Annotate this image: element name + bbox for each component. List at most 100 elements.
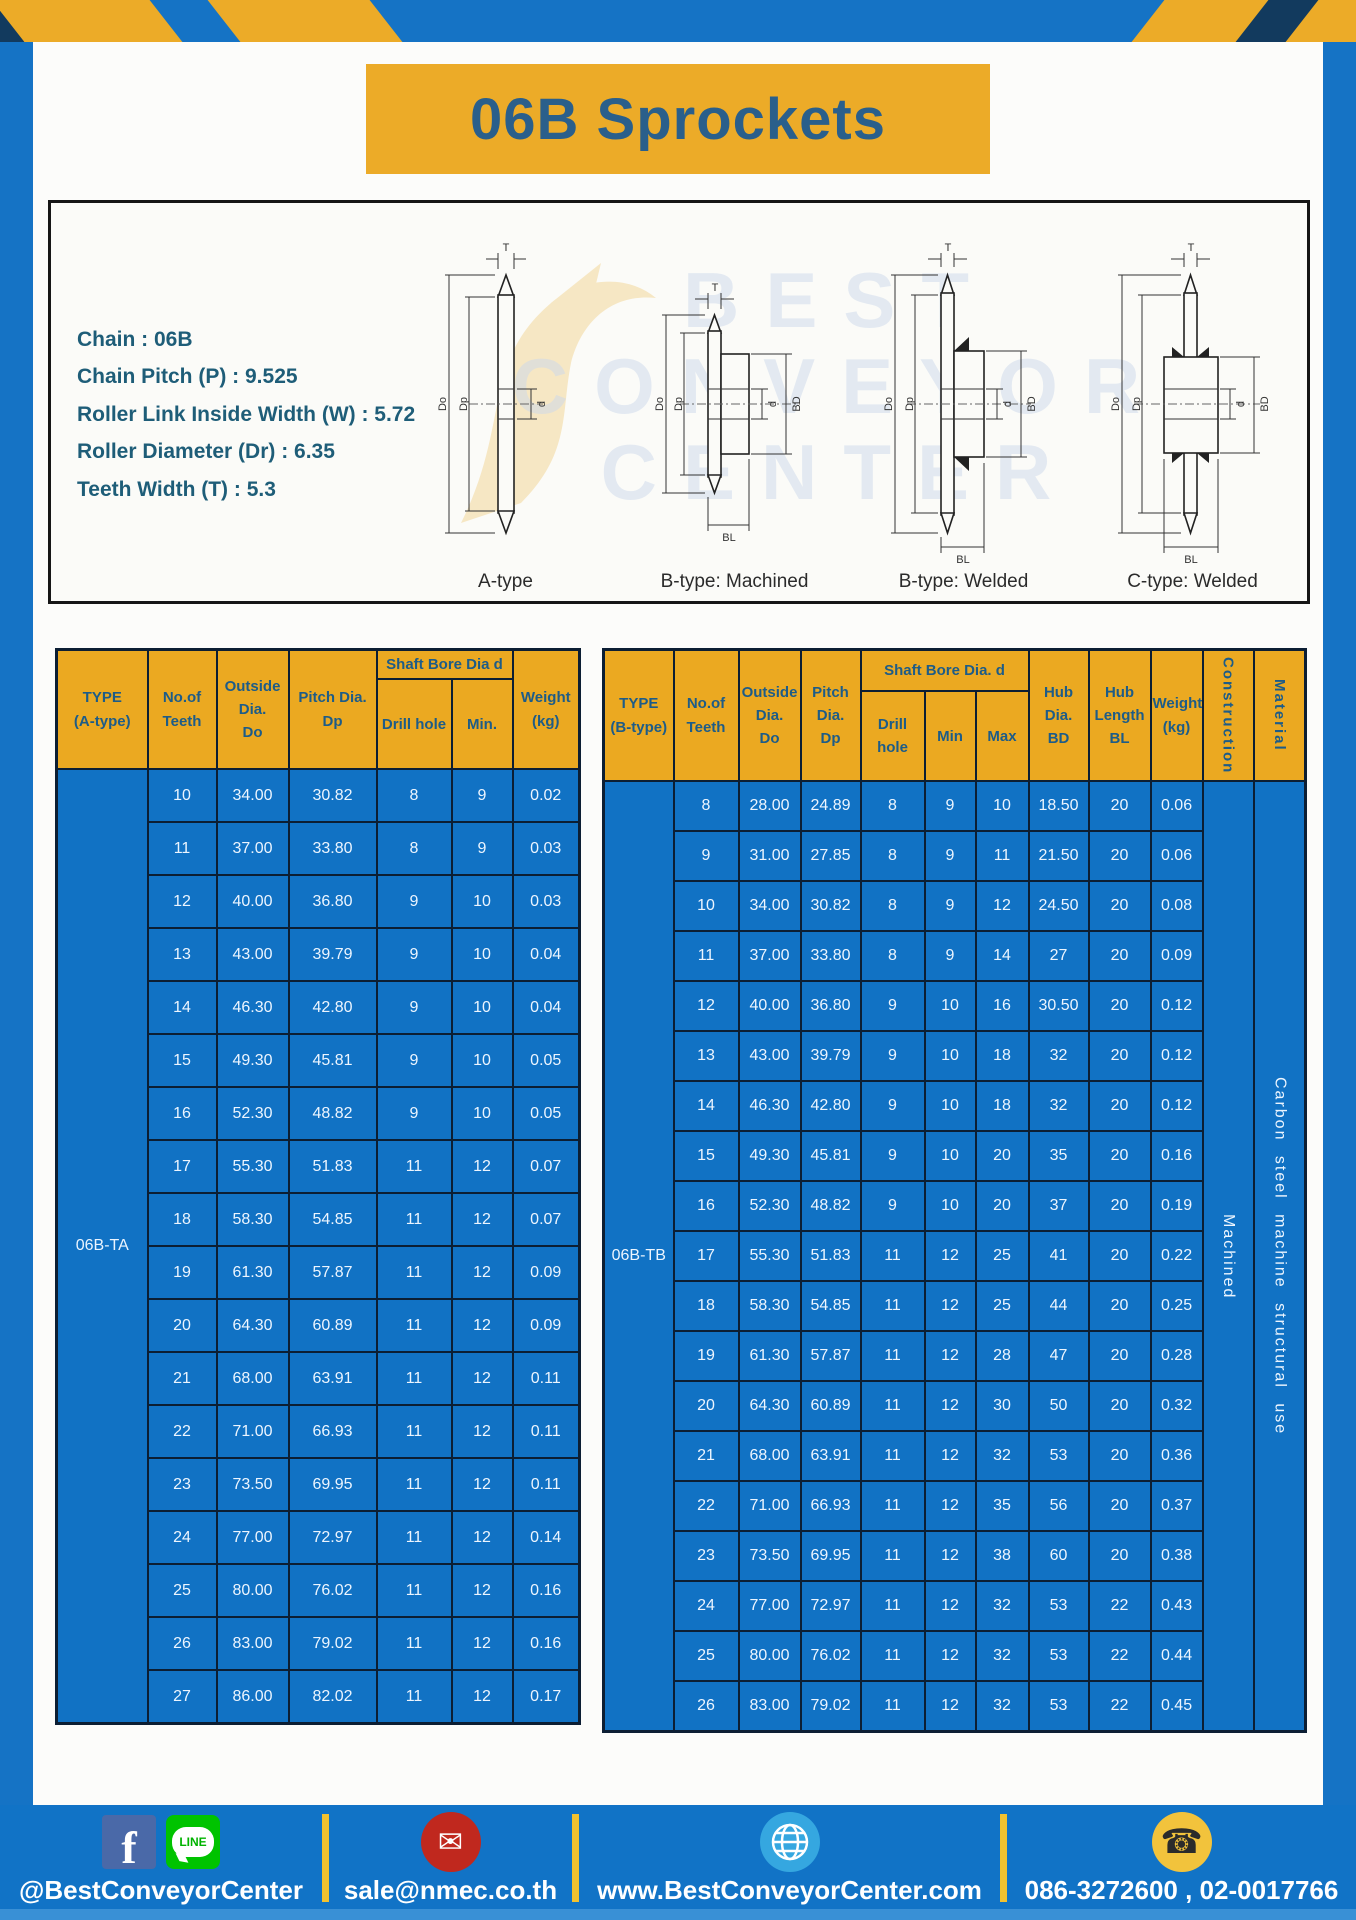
email-address[interactable]: sale@nmec.co.th [343, 1875, 558, 1905]
table-row: 23 73.50 69.95 11 12 38 60 20 0.38 [604, 1530, 1306, 1583]
table-cell: 0.19 [1149, 1180, 1204, 1233]
phone-icon[interactable]: ☎ [1151, 1812, 1212, 1872]
table-cell: 36.80 [287, 874, 378, 930]
footer-website-section[interactable]: www.BestConveyorCenter.com [579, 1805, 1000, 1920]
table-cell: 20 [1087, 1130, 1152, 1183]
table-cell: 0.11 [511, 1457, 581, 1513]
table-row: 20 64.30 60.89 11 12 0.09 [57, 1298, 581, 1354]
table-cell: 0.36 [1149, 1430, 1204, 1483]
table-cell: 18 [672, 1280, 740, 1333]
table-row: 21 68.00 63.91 11 12 32 53 20 0.36 [604, 1430, 1306, 1483]
table-cell: 23 [146, 1457, 218, 1513]
table-cell: 22 [1087, 1680, 1152, 1733]
table-cell: 26 [146, 1616, 218, 1672]
table-cell: 22 [1087, 1580, 1152, 1633]
email-icon[interactable]: ✉ [420, 1812, 481, 1872]
table-row: 13 43.00 39.79 9 10 18 32 20 0.12 [604, 1030, 1306, 1083]
table-cell: 73.50 [215, 1457, 290, 1513]
svg-text:T: T [502, 242, 509, 254]
table-cell: 10 [923, 1130, 977, 1183]
table-cell: 30.82 [799, 880, 862, 933]
col-header-weight: Weight (kg) [1149, 648, 1204, 783]
table-cell: 0.07 [511, 1192, 581, 1248]
b-type-spec-table: TYPE (B-type) No.of Teeth Outside Dia. D… [602, 648, 1308, 1734]
svg-text:Dp: Dp [458, 397, 470, 411]
col-header-outside-dia: Outside Dia. Do [737, 648, 802, 783]
table-cell: 20 [1087, 830, 1152, 883]
spec-line: Chain : 06B [77, 328, 193, 351]
table-cell: 20 [1087, 1330, 1152, 1383]
table-cell: 63.91 [799, 1430, 862, 1483]
table-cell: 10 [672, 880, 740, 933]
table-cell: 11 [859, 1480, 926, 1533]
table-cell: 46.30 [737, 1080, 802, 1133]
table-cell: 21.50 [1027, 830, 1090, 883]
phone-numbers[interactable]: 086-3272600 , 02-0017766 [1024, 1875, 1339, 1905]
col-header-material: Material [1252, 648, 1307, 783]
col-header-type: TYPE (B-type) [602, 648, 675, 783]
table-cell: 25 [146, 1563, 218, 1619]
table-cell: 0.11 [511, 1351, 581, 1407]
table-cell: 16 [146, 1086, 218, 1142]
table-cell: 11 [859, 1580, 926, 1633]
table-cell: 32 [974, 1680, 1030, 1733]
col-header-min: Min [923, 690, 977, 783]
col-header-shaft-bore-group: Shaft Bore Dia. d [859, 648, 1030, 693]
table-cell: 46.30 [215, 980, 290, 1036]
table-cell: 0.28 [1149, 1330, 1204, 1383]
table-cell: 12 [974, 880, 1030, 933]
svg-text:Dp: Dp [673, 397, 685, 411]
table-row: 23 73.50 69.95 11 12 0.11 [57, 1457, 581, 1513]
table-cell: 11 [859, 1430, 926, 1483]
title-banner: 06B Sprockets [366, 64, 990, 174]
table-cell: 20 [974, 1180, 1030, 1233]
table-cell: 8 [859, 830, 926, 883]
website-url[interactable]: www.BestConveyorCenter.com [597, 1875, 982, 1905]
watermark-line: BEST [682, 256, 996, 345]
table-cell: 39.79 [287, 927, 378, 983]
table-cell: 12 [923, 1580, 977, 1633]
table-cell: 11 [375, 1351, 453, 1407]
table-cell: 60.89 [287, 1298, 378, 1354]
footer-phone-section[interactable]: ☎ 086-3272600 , 02-0017766 [1007, 1805, 1356, 1920]
table-cell: 53 [1027, 1580, 1090, 1633]
b-type-table-header: TYPE (B-type) No.of Teeth Outside Dia. D… [602, 648, 1307, 783]
table-cell: 30.50 [1027, 980, 1090, 1033]
figure-b-type-machined: T Do Dp [620, 203, 849, 601]
table-row: 15 49.30 45.81 9 10 20 35 20 0.16 [604, 1130, 1306, 1183]
table-cell: 24.89 [799, 780, 862, 833]
line-icon[interactable]: LINE [166, 1815, 220, 1869]
table-cell: 9 [672, 830, 740, 883]
table-cell: 20 [1087, 1180, 1152, 1233]
social-handle[interactable]: @BestConveyorCenter [19, 1875, 303, 1905]
table-cell: 9 [859, 1180, 926, 1233]
table-cell: 48.82 [799, 1180, 862, 1233]
table-cell: 20 [1087, 780, 1152, 833]
table-cell: 61.30 [215, 1245, 290, 1301]
table-cell: 11 [375, 1404, 453, 1460]
table-cell: 12 [450, 1298, 514, 1354]
table-cell: 64.30 [215, 1298, 290, 1354]
table-cell: 11 [375, 1298, 453, 1354]
footer-email-section[interactable]: ✉ sale@nmec.co.th [329, 1805, 572, 1920]
table-row: 15 49.30 45.81 9 10 0.05 [57, 1033, 581, 1089]
construction-value: Machined [1201, 780, 1255, 1733]
table-row: 27 86.00 82.02 11 12 0.17 [57, 1669, 581, 1725]
table-row: 16 52.30 48.82 9 10 0.05 [57, 1086, 581, 1142]
table-row: 12 40.00 36.80 9 10 0.03 [57, 874, 581, 930]
facebook-icon[interactable]: f [102, 1815, 156, 1869]
table-cell: 76.02 [799, 1630, 862, 1683]
table-cell: 11 [375, 1245, 453, 1301]
table-cell: 22 [146, 1404, 218, 1460]
table-cell: 54.85 [287, 1192, 378, 1248]
table-row: 11 37.00 33.80 8 9 14 27 20 0.09 [604, 930, 1306, 983]
col-header-teeth: No.of Teeth [146, 648, 218, 771]
footer-social-section[interactable]: f LINE @BestConveyorCenter [0, 1805, 322, 1920]
globe-icon[interactable] [759, 1812, 820, 1872]
table-cell: 0.04 [511, 980, 581, 1036]
table-cell: 0.12 [1149, 980, 1204, 1033]
table-cell: 11 [375, 1139, 453, 1195]
table-cell: 68.00 [215, 1351, 290, 1407]
svg-text:BL: BL [956, 554, 969, 566]
table-cell: 28 [974, 1330, 1030, 1383]
